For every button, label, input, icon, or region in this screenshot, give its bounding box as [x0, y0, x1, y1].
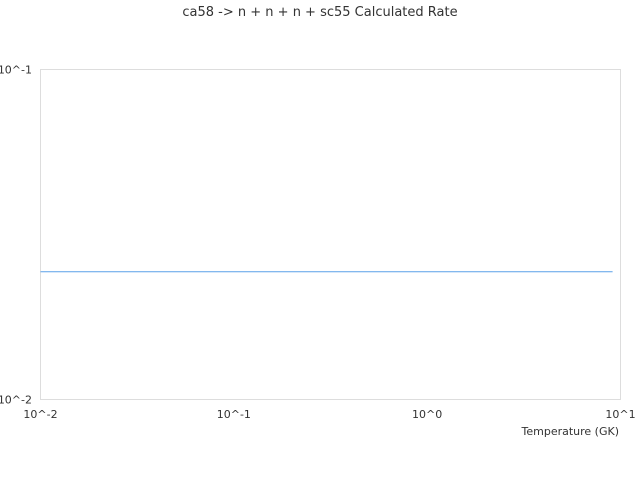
x-tick-label: 10^1: [605, 408, 635, 421]
x-axis-label: Temperature (GK): [521, 425, 620, 438]
x-tick-label: 10^0: [412, 408, 442, 421]
x-tick-label: 10^-1: [217, 408, 251, 421]
y-tick-label: 10^-1: [0, 64, 32, 77]
x-tick-label: 10^-2: [23, 408, 57, 421]
chart-title: ca58 -> n + n + n + sc55 Calculated Rate: [182, 5, 457, 20]
plot-area: [40, 69, 621, 400]
y-tick-label: 10^-2: [0, 394, 32, 407]
